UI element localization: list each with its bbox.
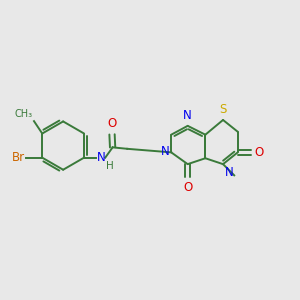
Text: N: N — [183, 109, 192, 122]
Text: S: S — [219, 103, 227, 116]
Text: O: O — [183, 181, 192, 194]
Text: O: O — [107, 117, 117, 130]
Text: N: N — [160, 145, 169, 158]
Text: N: N — [224, 166, 233, 179]
Text: H: H — [106, 161, 114, 171]
Text: N: N — [97, 151, 106, 164]
Text: O: O — [254, 146, 263, 159]
Text: CH₃: CH₃ — [15, 110, 33, 119]
Text: Br: Br — [12, 151, 25, 164]
